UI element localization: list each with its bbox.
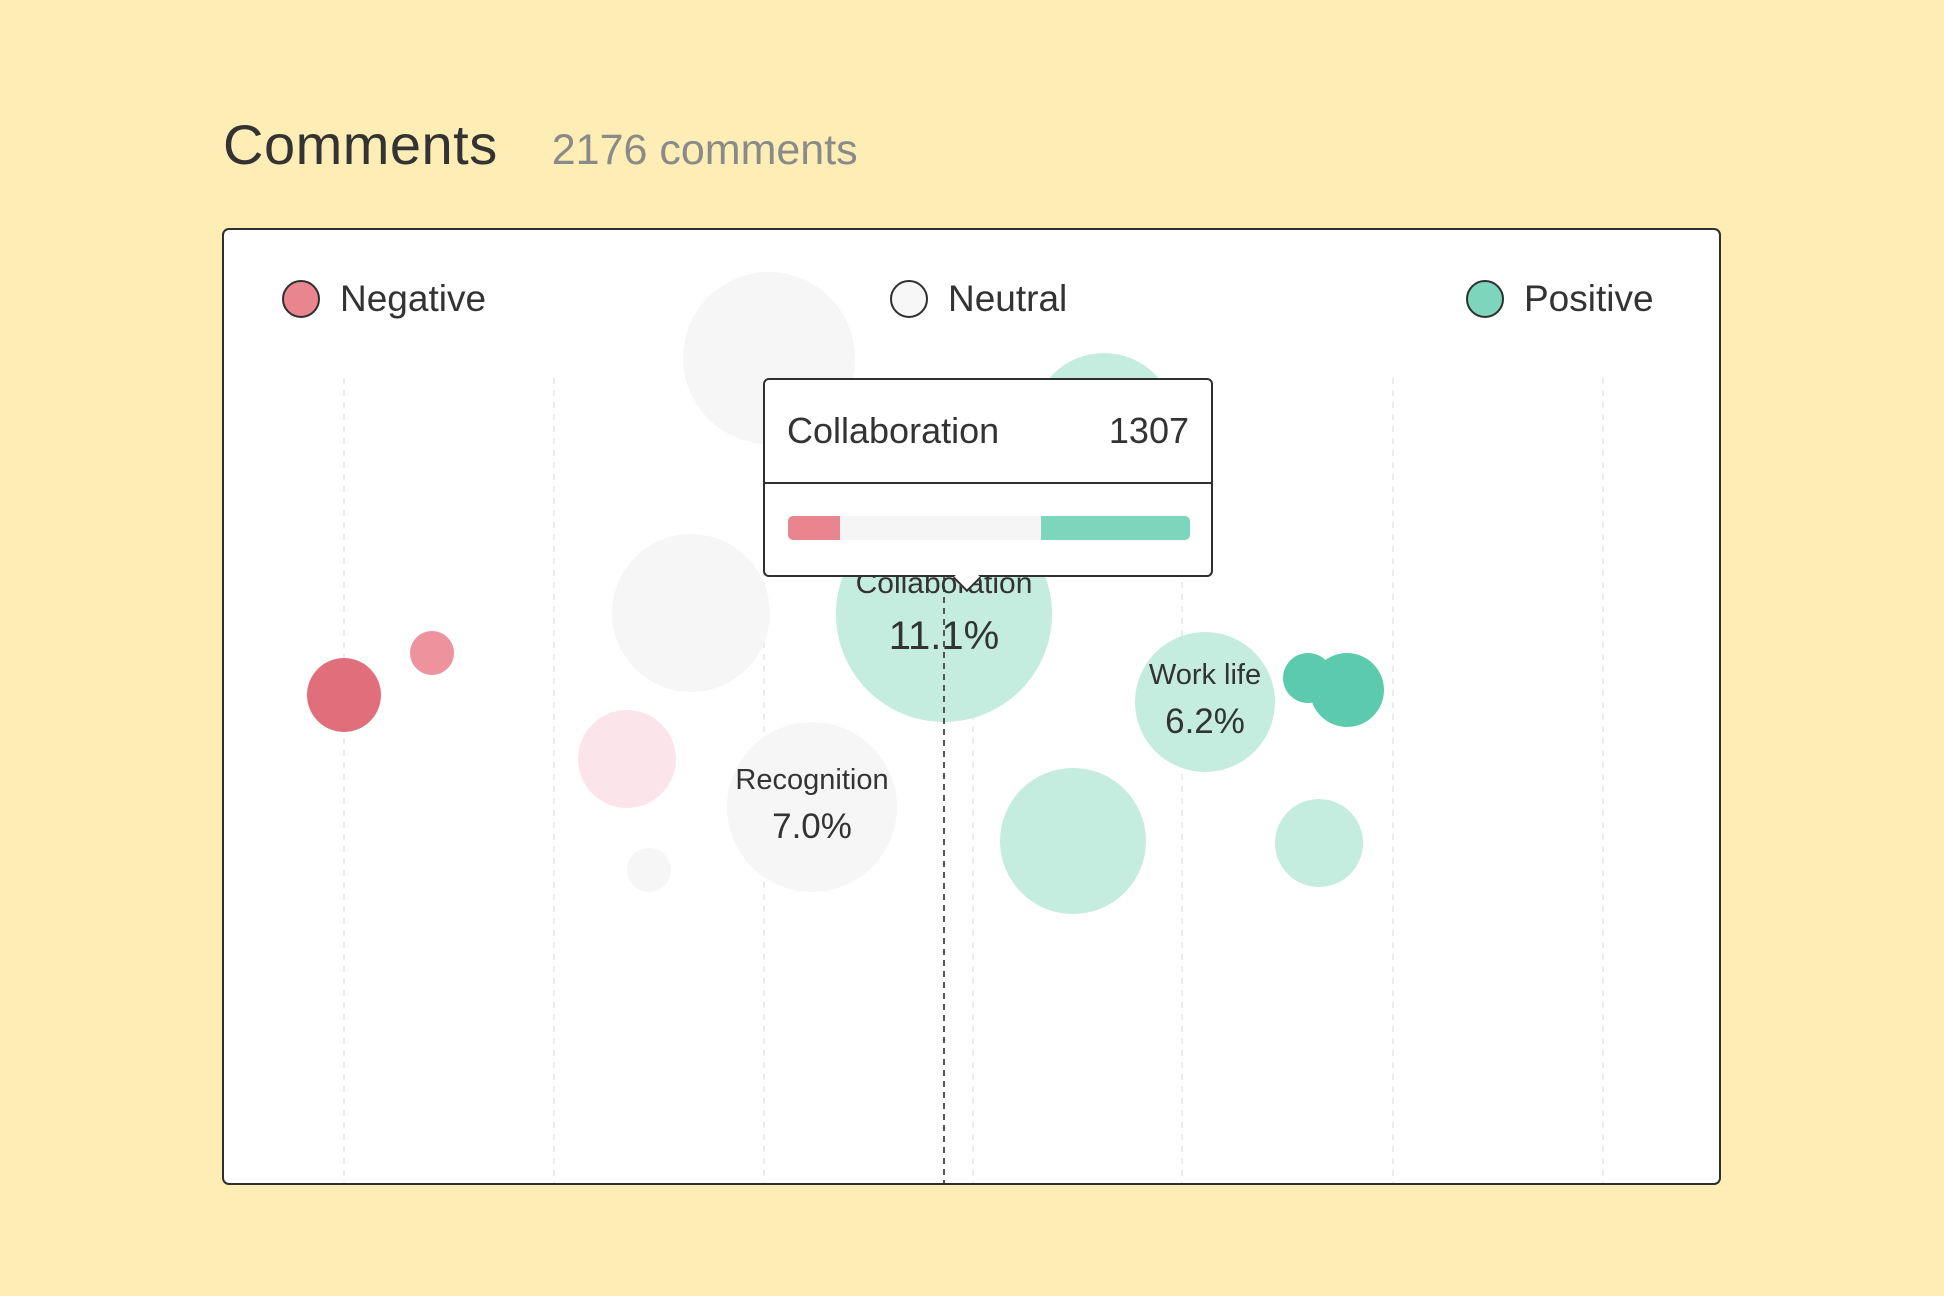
legend-item-positive[interactable]: Positive xyxy=(1466,278,1654,320)
bubble-value-label: 7.0% xyxy=(772,807,852,846)
bubble-neutral[interactable] xyxy=(727,722,897,892)
bubble-label: Recognition xyxy=(735,764,888,796)
tooltip-count: 1307 xyxy=(1108,410,1189,451)
bubble-label: Work life xyxy=(1149,659,1261,691)
negative-dot-icon xyxy=(282,280,320,318)
tooltip-topic-name: Collaboration xyxy=(787,410,1000,451)
bubble-neutral[interactable] xyxy=(612,534,770,692)
bubble-positive[interactable] xyxy=(1283,653,1333,703)
bubble-positive[interactable] xyxy=(1135,632,1275,772)
bubble-chart-panel: Negative Neutral Positive Recognition 7.0… xyxy=(222,228,1721,1185)
chart-header: Comments 2176 comments xyxy=(223,112,858,182)
legend-item-negative[interactable]: Negative xyxy=(282,278,486,320)
bubble-neutral[interactable] xyxy=(627,848,671,892)
legend-item-neutral[interactable]: Neutral xyxy=(890,278,1067,320)
bubble-positive[interactable] xyxy=(1000,768,1146,914)
page-title: Comments xyxy=(223,113,498,176)
tooltip: Collaboration 1307 xyxy=(763,378,1213,593)
tooltip-header: Collaboration 1307 xyxy=(765,380,1211,484)
comment-count: 2176 comments xyxy=(551,126,858,174)
bubble-value-label: 11.1% xyxy=(889,614,999,658)
legend-label-neutral: Neutral xyxy=(948,278,1068,319)
legend-label-negative: Negative xyxy=(340,278,487,319)
bubble-value-label: 6.2% xyxy=(1165,702,1245,741)
bubble-negative[interactable] xyxy=(410,631,454,675)
sentiment-bar-positive xyxy=(1041,516,1190,540)
sentiment-bar-negative xyxy=(788,516,841,540)
bubble-positive[interactable] xyxy=(1275,799,1363,887)
bubble-negative[interactable] xyxy=(307,658,381,732)
neutral-dot-icon xyxy=(890,280,928,318)
legend-label-positive: Positive xyxy=(1524,278,1654,319)
sentiment-bar-neutral xyxy=(840,516,1042,540)
bubble-negative[interactable] xyxy=(578,710,676,808)
bubble-plot: Recognition 7.0% Collaboration 11.1% Work li… xyxy=(307,272,1604,1183)
positive-dot-icon xyxy=(1466,280,1504,318)
sentiment-split-bar xyxy=(788,516,1190,540)
